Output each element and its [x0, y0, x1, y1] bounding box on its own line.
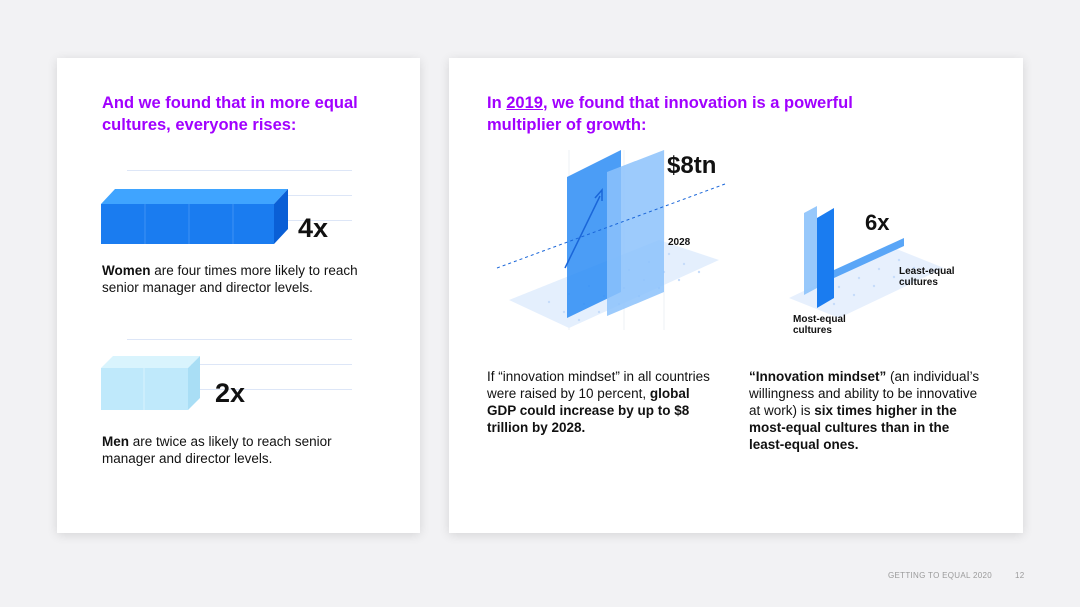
men-description: Men are twice as likely to reach senior …	[102, 433, 372, 467]
heading-prefix: In	[487, 94, 507, 112]
mindset-description: “Innovation mindset” (an individual’s wi…	[749, 368, 984, 453]
heading-suffix: , we found that innovation is a powerful…	[487, 94, 853, 134]
grid-line	[127, 389, 352, 390]
right-panel: In 2019, we found that innovation is a p…	[449, 58, 1023, 533]
men-label: Men	[102, 434, 129, 449]
gdp-year-label: 2028	[668, 237, 691, 248]
least-equal-label: Least-equal cultures	[899, 266, 955, 288]
women-description: Women are four times more likely to reac…	[102, 262, 362, 296]
gdp-description: If “innovation mindset” in all countries…	[487, 368, 712, 436]
men-bar-graphic	[101, 356, 200, 410]
gdp-text-plain: If “innovation mindset” in all countries…	[487, 369, 710, 401]
gdp-text-bold: global GDP could increase by up to $8 tr…	[487, 386, 690, 435]
grid-line	[127, 170, 352, 171]
left-panel: And we found that in more equal cultures…	[57, 58, 420, 533]
women-multiplier: 4x	[298, 213, 329, 243]
mindset-text-plain: (an individual’s willingness and ability…	[749, 369, 980, 418]
mindset-text-bold-end: six times higher in the most-equal cultu…	[749, 403, 957, 452]
most-equal-label: Most-equal cultures	[793, 314, 846, 336]
women-label: Women	[102, 263, 151, 278]
grid-line	[127, 364, 352, 365]
mindset-text-bold-start: “Innovation mindset”	[749, 369, 887, 384]
heading-year: 2019	[506, 94, 543, 112]
footer-document-title: GETTING TO EQUAL 2020	[888, 571, 992, 580]
women-text: are four times more likely to reach seni…	[102, 263, 358, 295]
culture-multiplier: 6x	[865, 210, 890, 235]
women-bar-graphic	[101, 189, 288, 244]
gdp-value-label: $8tn	[667, 152, 717, 179]
grid-line	[127, 339, 352, 340]
men-multiplier: 2x	[215, 378, 246, 408]
culture-comparison-graphic	[789, 206, 944, 318]
men-text: are twice as likely to reach senior mana…	[102, 434, 332, 466]
right-panel-heading: In 2019, we found that innovation is a p…	[487, 92, 927, 136]
footer-page-number: 12	[1015, 571, 1025, 580]
left-panel-heading: And we found that in more equal cultures…	[102, 94, 358, 134]
gdp-growth-graphic	[496, 150, 726, 330]
